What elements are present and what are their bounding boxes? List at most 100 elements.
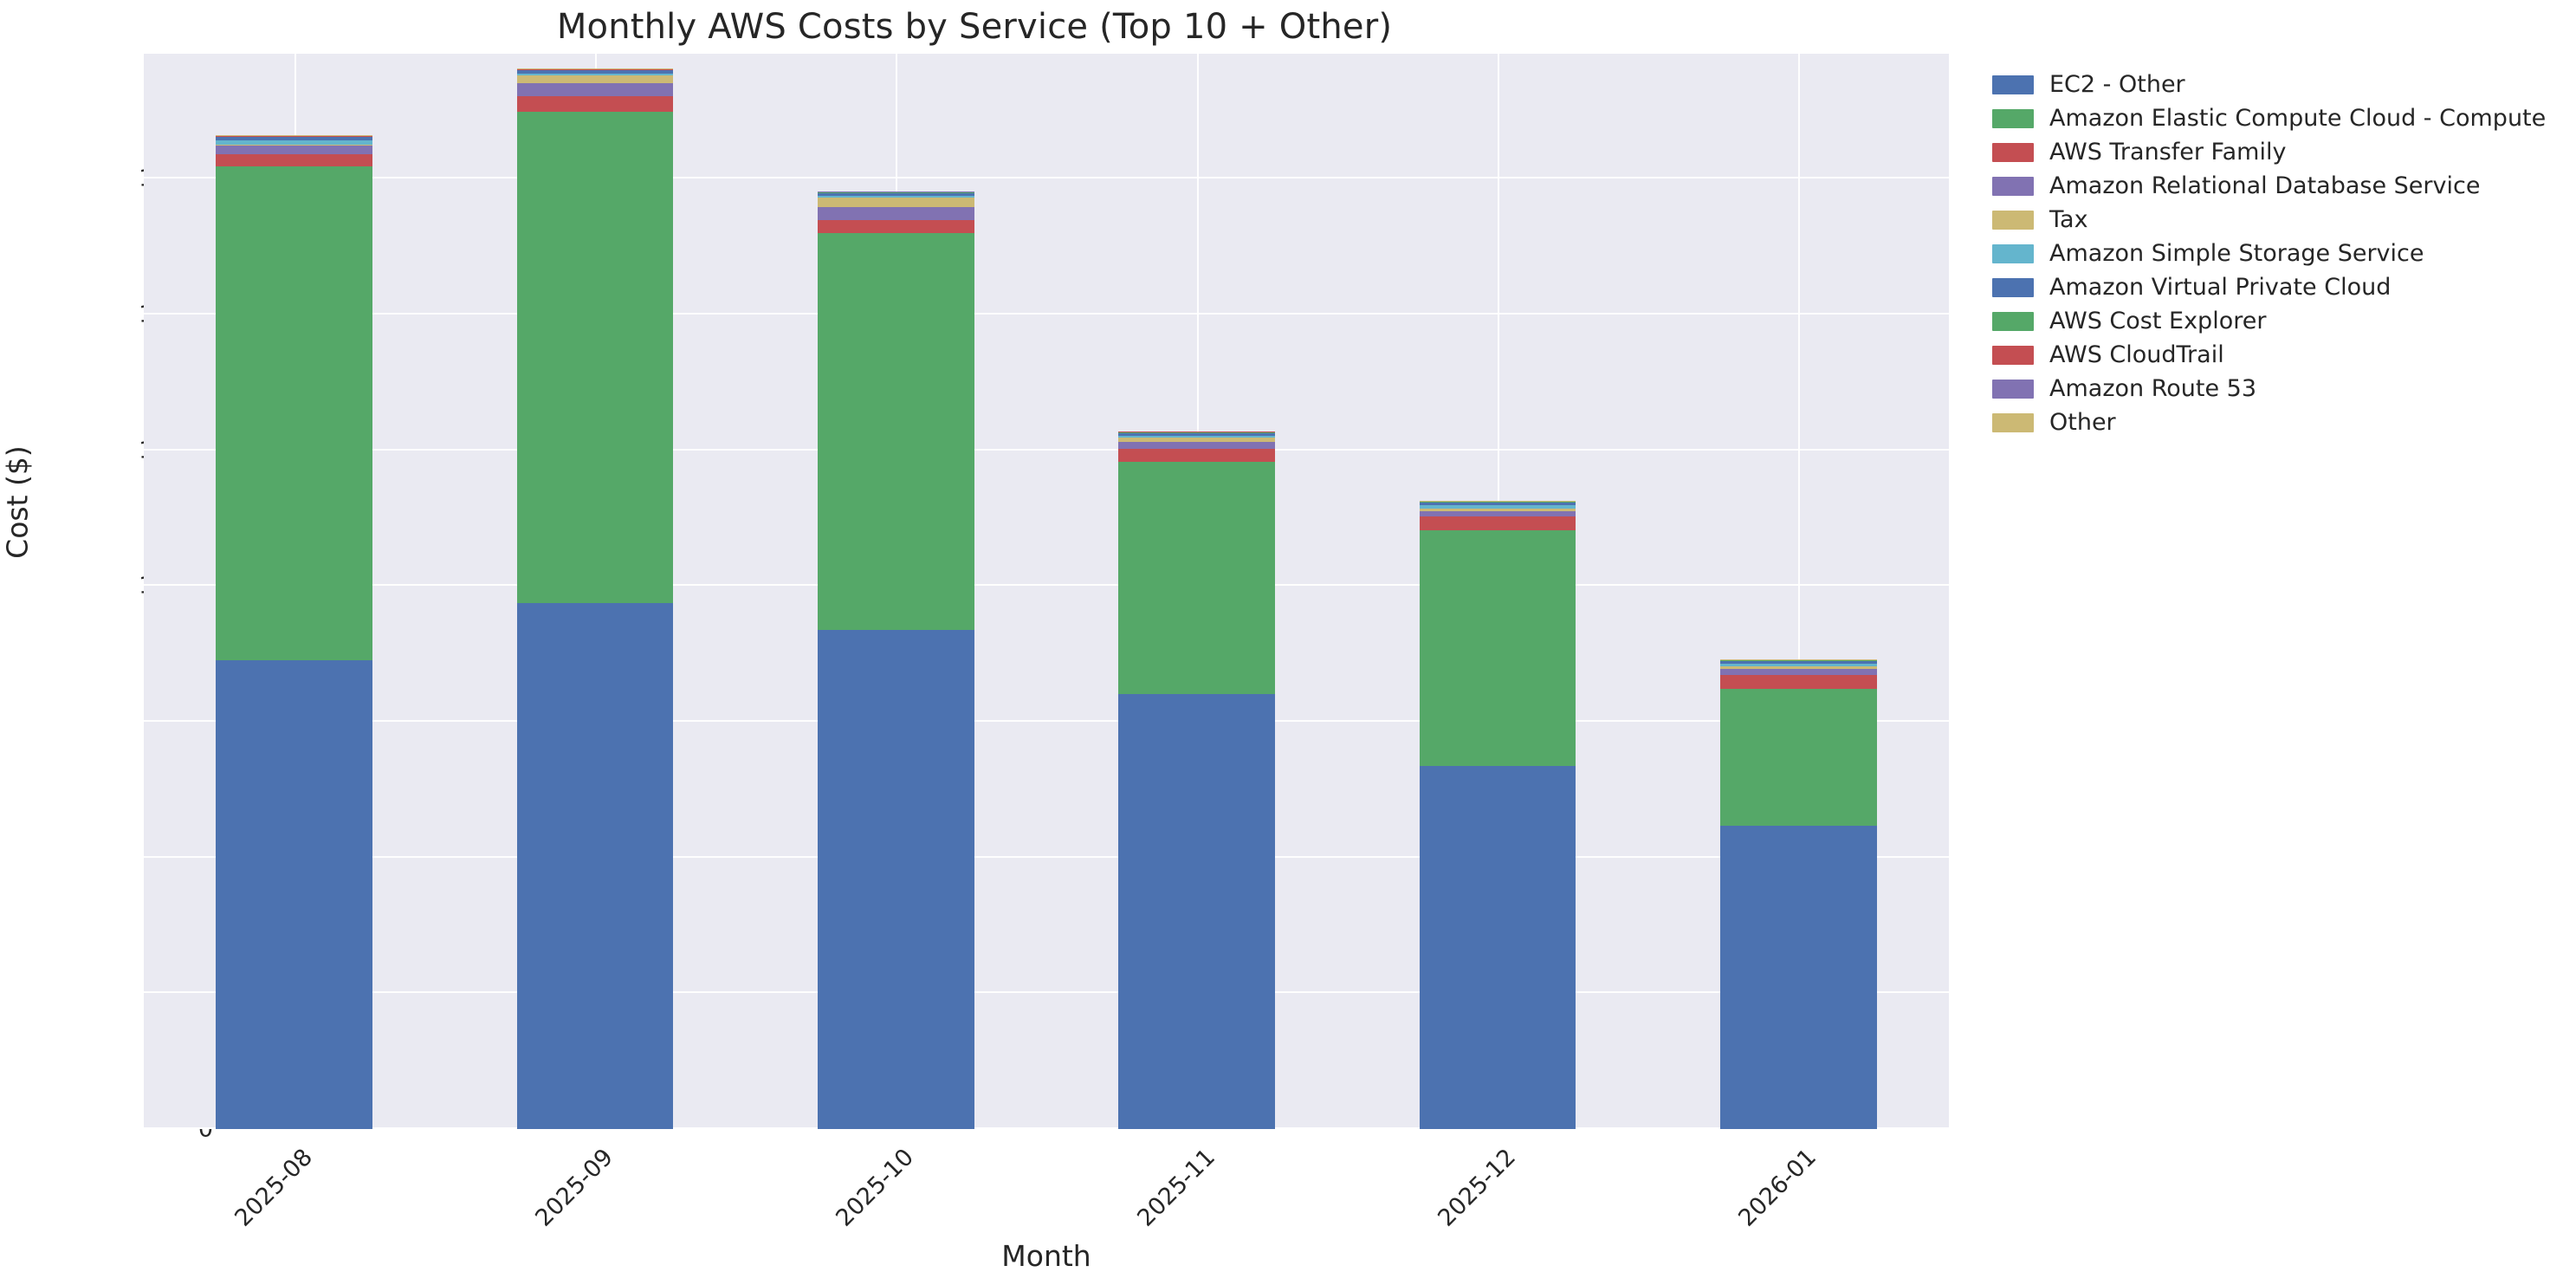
bar-segment[interactable] xyxy=(216,136,372,137)
bar-segment[interactable] xyxy=(1118,449,1275,463)
bar-segment[interactable] xyxy=(216,136,372,138)
bar-segment[interactable] xyxy=(516,69,674,70)
bar-segment[interactable] xyxy=(216,137,372,141)
bar-segment[interactable] xyxy=(1419,511,1576,517)
x-tick-label: 2026-01 xyxy=(1733,1144,1822,1232)
legend-label: Tax xyxy=(2049,206,2088,233)
legend-item[interactable]: AWS Cost Explorer xyxy=(1992,304,2546,338)
legend-label: AWS Cost Explorer xyxy=(2049,308,2267,334)
bar-segment[interactable] xyxy=(1118,462,1275,694)
bar-segment[interactable] xyxy=(1118,441,1275,450)
legend-swatch-icon xyxy=(1992,277,2034,297)
bar-segment[interactable] xyxy=(1118,432,1275,436)
bar-segment[interactable] xyxy=(1419,503,1576,506)
bar-segment[interactable] xyxy=(516,68,674,69)
legend-item[interactable]: EC2 - Other xyxy=(1992,68,2546,101)
gridline-horizontal xyxy=(144,312,1949,315)
bar-segment[interactable] xyxy=(516,602,674,1129)
bar-segment[interactable] xyxy=(818,198,974,207)
gridline-horizontal xyxy=(144,719,1949,722)
bar-stack[interactable] xyxy=(1118,431,1275,1129)
gridline-vertical xyxy=(1798,54,1801,1129)
legend-swatch-icon xyxy=(1992,176,2034,196)
bar-segment[interactable] xyxy=(1419,501,1576,502)
bar-segment[interactable] xyxy=(818,196,974,198)
legend-item[interactable]: Amazon Relational Database Service xyxy=(1992,169,2546,203)
bar-segment[interactable] xyxy=(516,112,674,603)
bar-segment[interactable] xyxy=(1419,505,1576,509)
gridline-horizontal xyxy=(144,177,1949,179)
legend-label: Amazon Relational Database Service xyxy=(2049,172,2481,199)
legend-swatch-icon xyxy=(1992,311,2034,331)
bar-segment[interactable] xyxy=(1419,765,1576,1129)
bar-segment[interactable] xyxy=(1720,660,1877,664)
bar-segment[interactable] xyxy=(216,135,372,136)
bar-segment[interactable] xyxy=(516,74,674,76)
bar-segment[interactable] xyxy=(1118,693,1275,1129)
legend-swatch-icon xyxy=(1992,345,2034,365)
bar-segment[interactable] xyxy=(1720,669,1877,675)
legend-label: Amazon Simple Storage Service xyxy=(2049,240,2424,267)
x-tick-label: 2025-09 xyxy=(530,1144,618,1232)
bar-segment[interactable] xyxy=(818,206,974,220)
bar-segment[interactable] xyxy=(1720,826,1877,1129)
legend-swatch-icon xyxy=(1992,108,2034,128)
legend-label: Amazon Virtual Private Cloud xyxy=(2049,274,2392,301)
legend-label: AWS CloudTrail xyxy=(2049,341,2224,368)
bar-segment[interactable] xyxy=(818,630,974,1129)
bar-segment[interactable] xyxy=(1419,502,1576,503)
bar-segment[interactable] xyxy=(516,95,674,113)
bar-segment[interactable] xyxy=(1419,529,1576,766)
bar-segment[interactable] xyxy=(1720,688,1877,827)
legend-item[interactable]: AWS CloudTrail xyxy=(1992,338,2546,372)
bar-segment[interactable] xyxy=(516,82,674,96)
bar-segment[interactable] xyxy=(216,140,372,145)
x-tick-label: 2025-10 xyxy=(831,1144,920,1232)
bar-segment[interactable] xyxy=(818,233,974,631)
bar-segment[interactable] xyxy=(818,192,974,193)
legend-label: Amazon Route 53 xyxy=(2049,375,2257,402)
bar-segment[interactable] xyxy=(216,660,372,1129)
bar-segment[interactable] xyxy=(1419,508,1576,512)
legend-item[interactable]: AWS Transfer Family xyxy=(1992,135,2546,169)
bar-segment[interactable] xyxy=(818,191,974,192)
legend-label: AWS Transfer Family xyxy=(2049,139,2287,165)
legend-item[interactable]: Other xyxy=(1992,406,2546,439)
bar-segment[interactable] xyxy=(216,154,372,167)
bar-segment[interactable] xyxy=(818,192,974,197)
bar-segment[interactable] xyxy=(216,166,372,661)
gridline-horizontal xyxy=(144,448,1949,451)
bar-segment[interactable] xyxy=(1118,435,1275,438)
bar-segment[interactable] xyxy=(516,75,674,83)
bar-segment[interactable] xyxy=(1720,665,1877,670)
bar-segment[interactable] xyxy=(216,144,372,146)
bar-segment[interactable] xyxy=(1118,438,1275,442)
bar-segment[interactable] xyxy=(1720,660,1877,661)
bar-stack[interactable] xyxy=(818,191,974,1129)
bar-segment[interactable] xyxy=(1419,501,1576,503)
legend-item[interactable]: Amazon Elastic Compute Cloud - Compute xyxy=(1992,101,2546,135)
bar-segment[interactable] xyxy=(818,191,974,193)
bar-stack[interactable] xyxy=(1419,501,1576,1129)
bar-segment[interactable] xyxy=(1118,432,1275,433)
bar-segment[interactable] xyxy=(1720,663,1877,666)
legend-item[interactable]: Amazon Simple Storage Service xyxy=(1992,237,2546,270)
bar-segment[interactable] xyxy=(818,219,974,234)
legend-swatch-icon xyxy=(1992,210,2034,230)
bar-stack[interactable] xyxy=(516,68,674,1129)
x-axis-label: Month xyxy=(1001,1239,1091,1273)
bar-segment[interactable] xyxy=(516,69,674,71)
bar-segment[interactable] xyxy=(1720,674,1877,689)
legend-item[interactable]: Amazon Route 53 xyxy=(1992,372,2546,406)
legend-label: Other xyxy=(2049,409,2116,436)
legend-item[interactable]: Tax xyxy=(1992,203,2546,237)
bar-segment[interactable] xyxy=(216,146,372,155)
bar-stack[interactable] xyxy=(216,135,372,1129)
bar-segment[interactable] xyxy=(1419,516,1576,530)
gridline-horizontal xyxy=(144,991,1949,994)
legend-swatch-icon xyxy=(1992,379,2034,399)
bar-stack[interactable] xyxy=(1720,659,1877,1129)
bar-segment[interactable] xyxy=(516,70,674,75)
legend-item[interactable]: Amazon Virtual Private Cloud xyxy=(1992,270,2546,304)
